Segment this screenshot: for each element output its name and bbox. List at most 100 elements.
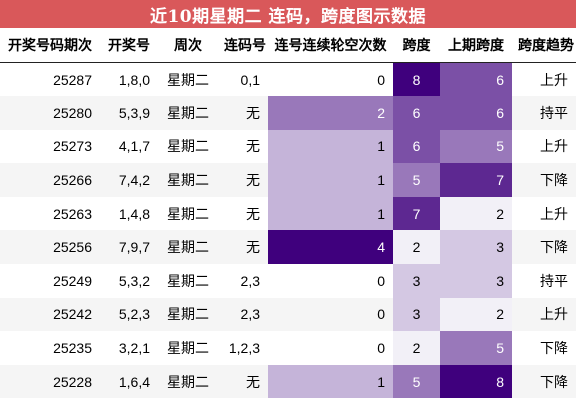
cell-number: 1,4,8 (100, 196, 158, 231)
cell-number: 5,3,2 (100, 264, 158, 298)
table-row: 25266 7,4,2 星期二无 1 5 7 下降 (0, 163, 576, 197)
cell-skip: 1 (268, 129, 393, 164)
cell-span: 6 (393, 129, 440, 164)
cell-weekday: 星期二 (158, 364, 218, 399)
cell-number: 7,4,2 (100, 163, 158, 197)
cell-trend: 上升 (512, 129, 576, 164)
cell-prev-span: 8 (440, 364, 512, 399)
cell-trend: 下降 (512, 230, 576, 265)
table-row: 25228 1,6,4 星期二无 1 5 8 下降 (0, 364, 576, 399)
table-title: 近10期星期二 连码，跨度图示数据 (0, 0, 576, 28)
cell-consecutive: 无 (218, 196, 268, 231)
table-row: 25263 1,4,8 星期二无 1 7 2 上升 (0, 196, 576, 231)
cell-weekday: 星期二 (158, 129, 218, 164)
cell-span: 2 (393, 230, 440, 265)
cell-issue: 25273 (0, 129, 100, 164)
cell-skip: 0 (268, 331, 393, 365)
cell-consecutive: 2,3 (218, 297, 268, 332)
cell-skip: 1 (268, 196, 393, 231)
cell-consecutive: 1,2,3 (218, 331, 268, 365)
cell-consecutive: 0,1 (218, 62, 268, 97)
cell-span: 7 (393, 196, 440, 231)
cell-number: 5,3,9 (100, 96, 158, 130)
header-skip: 连号连续轮空次数 (268, 28, 393, 63)
cell-consecutive: 2,3 (218, 264, 268, 298)
cell-skip: 4 (268, 230, 393, 265)
cell-skip: 0 (268, 297, 393, 332)
cell-number: 5,2,3 (100, 297, 158, 332)
cell-span: 2 (393, 331, 440, 365)
cell-issue: 25235 (0, 331, 100, 365)
cell-prev-span: 3 (440, 264, 512, 298)
cell-span: 8 (393, 62, 440, 97)
cell-span: 5 (393, 364, 440, 399)
header-issue: 开奖号码期次 (0, 28, 100, 63)
cell-prev-span: 6 (440, 62, 512, 97)
table-row: 25242 5,2,3 星期二 2,3 0 3 2 上升 (0, 297, 576, 332)
header-consecutive: 连码号 (218, 28, 268, 63)
cell-consecutive: 无 (218, 129, 268, 164)
cell-weekday: 星期二 (158, 230, 218, 265)
header-row: 开奖号码期次 开奖号 周次 连码号 连号连续轮空次数 跨度 上期跨度 跨度趋势 (0, 28, 576, 63)
cell-issue: 25249 (0, 264, 100, 298)
cell-weekday: 星期二 (158, 62, 218, 97)
cell-prev-span: 6 (440, 96, 512, 130)
cell-issue: 25280 (0, 96, 100, 130)
cell-issue: 25256 (0, 230, 100, 265)
cell-prev-span: 3 (440, 230, 512, 265)
cell-weekday: 星期二 (158, 297, 218, 332)
table-row: 25249 5,3,2 星期二 2,3 0 3 3 持平 (0, 264, 576, 298)
cell-trend: 下降 (512, 331, 576, 365)
header-span: 跨度 (393, 28, 440, 63)
cell-weekday: 星期二 (158, 96, 218, 130)
table-row: 25273 4,1,7 星期二无 1 6 5 上升 (0, 129, 576, 164)
header-trend: 跨度趋势 (512, 28, 576, 63)
cell-consecutive: 无 (218, 163, 268, 197)
cell-trend: 上升 (512, 297, 576, 332)
cell-prev-span: 7 (440, 163, 512, 197)
cell-prev-span: 2 (440, 196, 512, 231)
cell-number: 4,1,7 (100, 129, 158, 164)
cell-trend: 持平 (512, 264, 576, 298)
cell-trend: 下降 (512, 163, 576, 197)
cell-consecutive: 无 (218, 364, 268, 399)
cell-weekday: 星期二 (158, 331, 218, 365)
cell-prev-span: 5 (440, 129, 512, 164)
cell-span: 5 (393, 163, 440, 197)
cell-trend: 持平 (512, 96, 576, 130)
cell-trend: 上升 (512, 196, 576, 231)
cell-consecutive: 无 (218, 230, 268, 265)
cell-trend: 上升 (512, 62, 576, 97)
cell-span: 3 (393, 264, 440, 298)
header-weekday: 周次 (158, 28, 218, 63)
cell-span: 6 (393, 96, 440, 130)
cell-issue: 25228 (0, 364, 100, 399)
cell-issue: 25287 (0, 62, 100, 97)
header-number: 开奖号 (100, 28, 158, 63)
cell-consecutive: 无 (218, 96, 268, 130)
cell-number: 1,8,0 (100, 62, 158, 97)
cell-number: 3,2,1 (100, 331, 158, 365)
cell-skip: 0 (268, 62, 393, 97)
cell-number: 1,6,4 (100, 364, 158, 399)
cell-weekday: 星期二 (158, 163, 218, 197)
data-table: 开奖号码期次 开奖号 周次 连码号 连号连续轮空次数 跨度 上期跨度 跨度趋势 … (0, 28, 576, 399)
cell-skip: 1 (268, 163, 393, 197)
table-row: 25280 5,3,9 星期二无 2 6 6 持平 (0, 96, 576, 130)
cell-issue: 25263 (0, 196, 100, 231)
cell-number: 7,9,7 (100, 230, 158, 265)
table-row: 25287 1,8,0 星期二 0,1 0 8 6 上升 (0, 62, 576, 97)
table-row: 25256 7,9,7 星期二无 4 2 3 下降 (0, 230, 576, 265)
cell-skip: 2 (268, 96, 393, 130)
cell-issue: 25242 (0, 297, 100, 332)
cell-prev-span: 2 (440, 297, 512, 332)
cell-trend: 下降 (512, 364, 576, 399)
header-prev-span: 上期跨度 (440, 28, 512, 63)
cell-weekday: 星期二 (158, 264, 218, 298)
cell-skip: 0 (268, 264, 393, 298)
cell-prev-span: 5 (440, 331, 512, 365)
cell-weekday: 星期二 (158, 196, 218, 231)
table-row: 25235 3,2,1 星期二 1,2,3 0 2 5 下降 (0, 331, 576, 365)
cell-issue: 25266 (0, 163, 100, 197)
cell-span: 3 (393, 297, 440, 332)
